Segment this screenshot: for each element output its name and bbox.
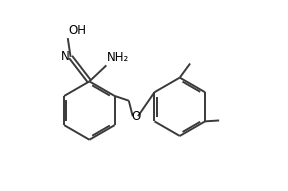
Text: N: N — [61, 50, 70, 63]
Text: O: O — [131, 110, 140, 123]
Text: OH: OH — [68, 24, 86, 37]
Text: NH₂: NH₂ — [107, 51, 130, 64]
